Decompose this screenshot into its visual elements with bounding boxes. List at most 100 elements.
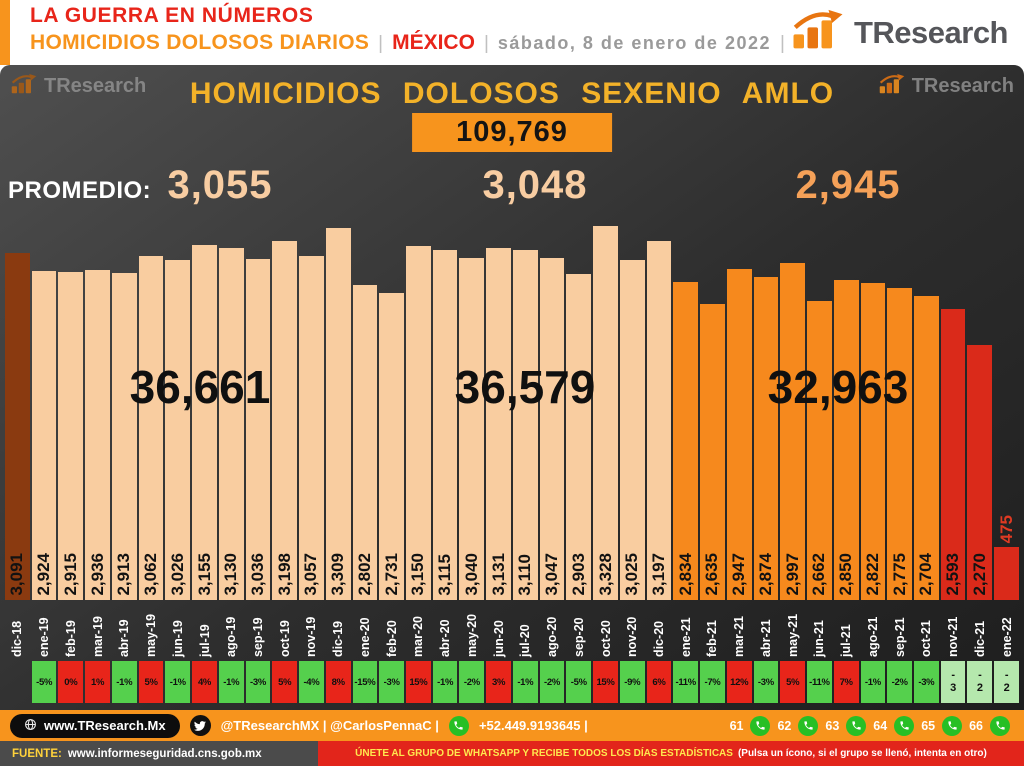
bar-nov-20: 3,025: [619, 260, 645, 600]
bar-value-label: 2,913: [114, 553, 134, 596]
whatsapp-icon[interactable]: [798, 715, 819, 736]
whatsapp-group-number: 61: [729, 718, 744, 733]
month-label: ene-20: [357, 617, 372, 657]
year-total-2019: 36,661: [129, 361, 271, 413]
bar-slot-abr-19: 2,913: [111, 220, 137, 600]
bar-slot-jul-19: 3,155: [192, 220, 217, 600]
month-cell: dic-18: [5, 605, 30, 657]
header-accent-stripe: [0, 0, 10, 65]
bar-slot-feb-21: 2,635: [700, 220, 725, 600]
pct-cell-mar-19: 1%: [85, 661, 110, 703]
bar-value-label: 3,150: [408, 553, 428, 596]
twitter-icon[interactable]: [189, 715, 211, 736]
month-cell: ago-21: [861, 605, 886, 657]
separator: |: [483, 33, 489, 54]
bar-slot-may-19: 3,062: [138, 220, 164, 600]
bar-value-label: 2,936: [87, 553, 107, 596]
pct-cell-sep-21: -2%: [887, 661, 912, 703]
bar-value-label: 475: [996, 514, 1016, 543]
bar-slot-jun-21: 2,662: [807, 220, 832, 600]
bar-slot-nov-21: 2,593: [940, 220, 966, 600]
month-label: feb-21: [705, 620, 720, 657]
month-cell: mar-20: [406, 605, 431, 657]
month-cell: nov-20: [620, 605, 645, 657]
bar-dic-21: 2,270: [967, 345, 993, 600]
source-url[interactable]: www.informeseguridad.cns.gob.mx: [67, 747, 262, 760]
bar-jul-20: 3,110: [512, 250, 538, 600]
bar-jul-19: 3,155: [192, 245, 217, 600]
month-label: ene-22: [999, 617, 1014, 657]
month-label: may-20: [464, 613, 479, 657]
pct-cell-dic-21: -2: [967, 661, 993, 703]
month-cell: abr-21: [754, 605, 779, 657]
whatsapp-icon[interactable]: [448, 715, 469, 736]
month-cell: nov-19: [299, 605, 324, 657]
month-label: sep-20: [571, 617, 586, 657]
month-cell: ene-22: [994, 605, 1019, 657]
bar-value-label: 3,040: [461, 553, 481, 596]
whatsapp-icon[interactable]: [750, 715, 771, 736]
bar-value-label: 3,197: [648, 553, 668, 596]
month-label: abr-20: [438, 619, 453, 657]
pct-cell-nov-19: -4%: [299, 661, 324, 703]
month-cell: jun-20: [486, 605, 511, 657]
bar-slot-dic-18: 3,091: [5, 220, 30, 600]
twitter-handles[interactable]: @TResearchMX | @CarlosPennaC |: [220, 718, 439, 733]
bar-value-label: 2,270: [969, 553, 989, 596]
whatsapp-group-number: 64: [873, 718, 888, 733]
bar-oct-19: 3,198: [272, 241, 298, 600]
month-label: oct-20: [598, 620, 613, 657]
pct-cell-ene-22: -2: [994, 661, 1019, 703]
banner-note: (Pulsa un ícono, si el grupo se llenó, i…: [737, 748, 987, 759]
bar-sep-20: 2,903: [566, 274, 592, 600]
bar-jul-21: 2,850: [833, 280, 859, 600]
bar-slot-sep-20: 2,903: [566, 220, 592, 600]
month-label: ene-21: [678, 617, 693, 657]
year-total-2021: 32,963: [767, 361, 909, 413]
pct-cell-abr-21: -3%: [753, 661, 779, 703]
pct-cell-ene-20: -15%: [352, 661, 378, 703]
bar-abr-20: 3,115: [432, 250, 458, 600]
whatsapp-icon[interactable]: [942, 715, 963, 736]
month-cell: sep-21: [887, 605, 912, 657]
month-label: jul-21: [839, 624, 854, 657]
pct-cell-oct-21: -3%: [913, 661, 939, 703]
bar-slot-nov-19: 3,057: [299, 220, 324, 600]
pct-cell-abr-19: -1%: [111, 661, 137, 703]
month-cell: abr-19: [112, 605, 137, 657]
year-total-2020: 36,579: [454, 361, 596, 413]
month-label: ago-21: [865, 616, 880, 657]
whatsapp-icon[interactable]: [846, 715, 867, 736]
chart-title: HOMICIDIOS DOLOSOS SEXENIO AMLO: [189, 77, 835, 110]
month-label: feb-19: [63, 620, 78, 657]
month-label: abr-21: [758, 619, 773, 657]
whatsapp-group-number: 63: [825, 718, 840, 733]
whatsapp-icon[interactable]: [990, 715, 1010, 736]
pct-cell-feb-21: -7%: [700, 661, 725, 703]
bar-value-label: 2,874: [755, 553, 775, 596]
pct-cell-oct-20: 15%: [593, 661, 618, 703]
bar-oct-21: 2,704: [913, 296, 939, 600]
website-link[interactable]: www.TResearch.Mx: [10, 713, 180, 738]
bar-slot-feb-19: 2,915: [58, 220, 84, 600]
watermark-text: TResearch: [44, 75, 147, 97]
bar-slot-ene-20: 2,802: [352, 220, 378, 600]
pct-cell-jun-19: -1%: [165, 661, 191, 703]
month-label: mar-20: [411, 616, 426, 657]
month-label: ene-19: [37, 617, 52, 657]
bar-feb-21: 2,635: [700, 304, 725, 600]
bar-value-label: 2,662: [809, 553, 829, 596]
month-label: jul-20: [518, 624, 533, 657]
pct-cell-dic-18: [5, 661, 30, 703]
bar-sep-21: 2,775: [887, 288, 912, 600]
month-label: ago-19: [224, 616, 239, 657]
bar-value-label: 3,025: [622, 553, 642, 596]
bar-value-label: 2,731: [381, 553, 401, 596]
bar-dic-19: 3,309: [325, 228, 351, 600]
bar-mar-19: 2,936: [85, 270, 110, 600]
month-label: may-19: [144, 613, 159, 657]
footer: www.TResearch.Mx @TResearchMX | @CarlosP…: [0, 710, 1024, 766]
month-cell: jun-19: [165, 605, 190, 657]
month-cell: may-20: [459, 605, 484, 657]
whatsapp-icon[interactable]: [894, 715, 915, 736]
